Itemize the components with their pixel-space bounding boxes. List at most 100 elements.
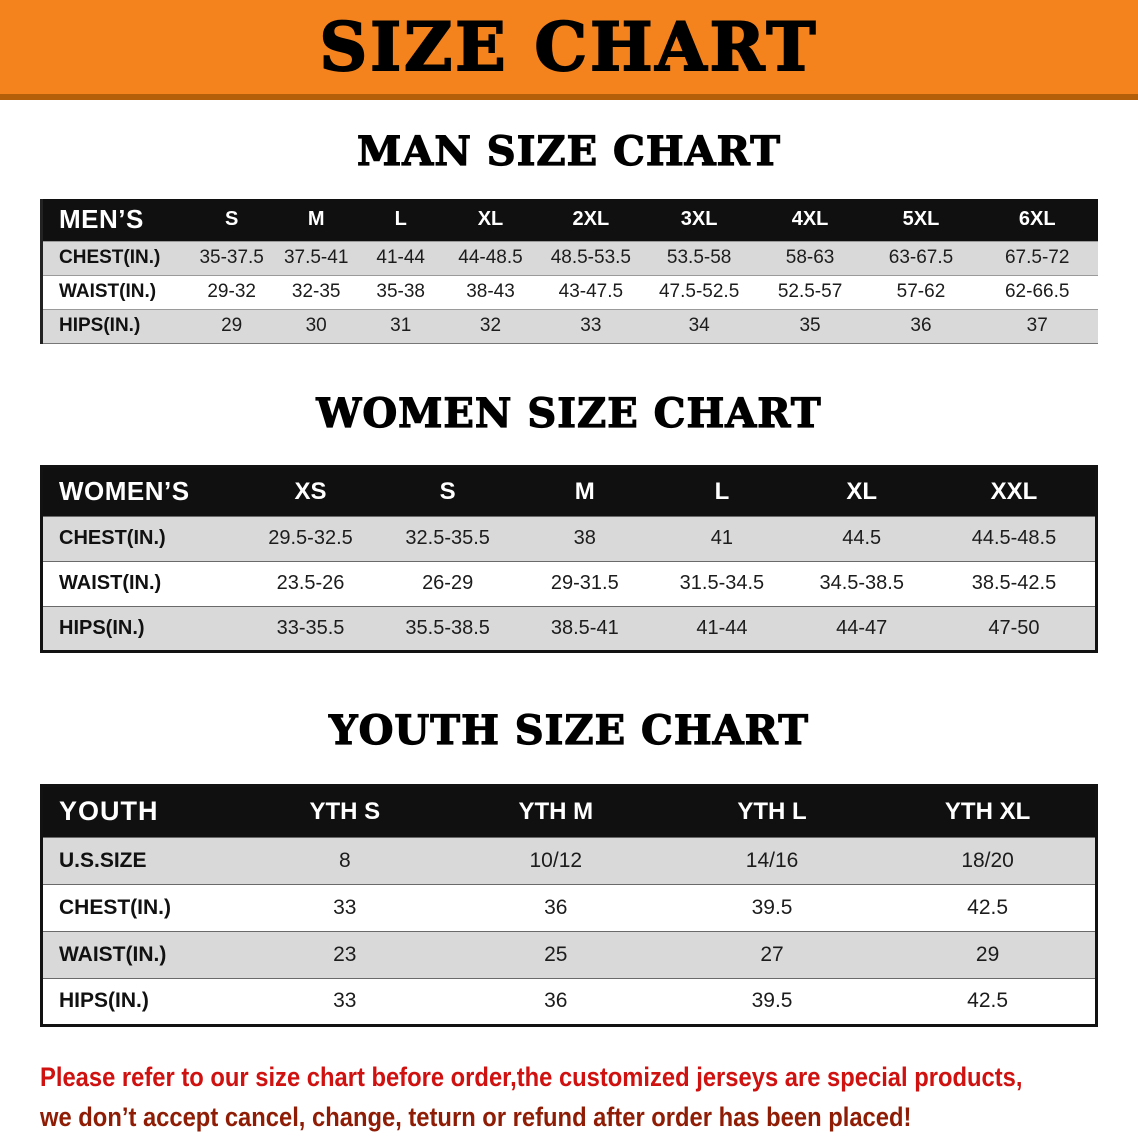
- table-cell: 32-35: [273, 274, 359, 309]
- table-cell: 29: [189, 308, 274, 343]
- table-cell: 57-62: [865, 274, 977, 309]
- row-label: U.S.SIZE: [41, 836, 242, 884]
- table-cell: 41-44: [358, 240, 443, 275]
- table-cell: 31.5-34.5: [653, 560, 791, 606]
- table-cell: 14/16: [663, 836, 881, 884]
- column-header: L: [358, 199, 443, 241]
- table-cell: 62-66.5: [976, 274, 1098, 309]
- table-cell: 42.5: [880, 883, 1097, 931]
- column-header: 2XL: [538, 199, 644, 241]
- column-header: XL: [790, 466, 933, 516]
- table-cell: 25: [447, 930, 664, 978]
- table-cell: 23.5-26: [241, 560, 380, 606]
- men-section-title: MAN SIZE CHART: [356, 127, 781, 175]
- youth-section: YOUTH SIZE CHART YOUTH YTH S YTH M YTH L…: [0, 706, 1138, 1027]
- table-cell: 34.5-38.5: [790, 560, 933, 606]
- men-chest-row: CHEST(IN.) 35-37.5 37.5-41 41-44 44-48.5…: [41, 240, 1098, 275]
- table-cell: 37.5-41: [273, 240, 359, 275]
- youth-section-title: YOUTH SIZE CHART: [328, 706, 809, 754]
- table-cell: 44-47: [790, 605, 933, 651]
- table-cell: 31: [358, 308, 443, 343]
- women-section: WOMEN SIZE CHART WOMEN’S XS S M L XL XXL…: [0, 389, 1138, 653]
- youth-size-table: YOUTH YTH S YTH M YTH L YTH XL U.S.SIZE …: [40, 783, 1098, 1027]
- column-header: M: [516, 466, 654, 516]
- table-cell: 30: [273, 308, 359, 343]
- table-cell: 32.5-35.5: [379, 515, 517, 561]
- row-label: CHEST(IN.): [41, 515, 242, 561]
- row-label: HIPS(IN.): [41, 605, 242, 651]
- table-title-cell: YOUTH: [41, 785, 242, 837]
- table-cell: 44.5: [790, 515, 933, 561]
- table-cell: 29-32: [189, 274, 274, 309]
- table-cell: 35-37.5: [189, 240, 274, 275]
- women-chest-row: CHEST(IN.) 29.5-32.5 32.5-35.5 38 41 44.…: [41, 515, 1097, 561]
- table-cell: 67.5-72: [976, 240, 1098, 275]
- table-cell: 39.5: [663, 977, 881, 1025]
- table-cell: 41: [653, 515, 791, 561]
- table-cell: 8: [241, 836, 448, 884]
- table-title-cell: MEN’S: [41, 199, 190, 241]
- table-cell: 34: [643, 308, 755, 343]
- column-header: YTH XL: [880, 785, 1097, 837]
- youth-header-row: YOUTH YTH S YTH M YTH L YTH XL: [41, 785, 1097, 837]
- table-cell: 44.5-48.5: [932, 515, 1097, 561]
- table-cell: 35-38: [358, 274, 443, 309]
- table-cell: 26-29: [379, 560, 517, 606]
- youth-waist-row: WAIST(IN.) 23 25 27 29: [41, 930, 1097, 978]
- table-title-cell: WOMEN’S: [41, 466, 242, 516]
- row-label: HIPS(IN.): [41, 308, 190, 343]
- table-cell: 33: [241, 977, 448, 1025]
- column-header: XXL: [932, 466, 1097, 516]
- table-cell: 48.5-53.5: [538, 240, 644, 275]
- men-header-row: MEN’S S M L XL 2XL 3XL 4XL 5XL 6XL: [41, 199, 1098, 241]
- disclaimer-line-2: we don’t accept cancel, change, teturn o…: [40, 1102, 912, 1132]
- table-cell: 53.5-58: [643, 240, 755, 275]
- column-header: 3XL: [643, 199, 755, 241]
- column-header: XS: [241, 466, 380, 516]
- column-header: YTH M: [447, 785, 664, 837]
- table-cell: 36: [447, 977, 664, 1025]
- table-cell: 41-44: [653, 605, 791, 651]
- table-cell: 35.5-38.5: [379, 605, 517, 651]
- table-cell: 35: [754, 308, 866, 343]
- table-cell: 33: [241, 883, 448, 931]
- table-cell: 38.5-41: [516, 605, 654, 651]
- table-cell: 36: [865, 308, 977, 343]
- youth-chest-row: CHEST(IN.) 33 36 39.5 42.5: [41, 883, 1097, 931]
- row-label: WAIST(IN.): [41, 274, 190, 309]
- table-cell: 37: [976, 308, 1098, 343]
- women-waist-row: WAIST(IN.) 23.5-26 26-29 29-31.5 31.5-34…: [41, 560, 1097, 606]
- women-section-title: WOMEN SIZE CHART: [316, 389, 822, 437]
- table-cell: 38-43: [442, 274, 539, 309]
- men-waist-row: WAIST(IN.) 29-32 32-35 35-38 38-43 43-47…: [41, 274, 1098, 309]
- table-cell: 38.5-42.5: [932, 560, 1097, 606]
- table-cell: 52.5-57: [754, 274, 866, 309]
- table-cell: 58-63: [754, 240, 866, 275]
- men-section: MAN SIZE CHART MEN’S S M L XL 2XL 3XL 4X…: [0, 127, 1138, 344]
- row-label: HIPS(IN.): [41, 977, 242, 1025]
- women-header-row: WOMEN’S XS S M L XL XXL: [41, 466, 1097, 516]
- row-label: WAIST(IN.): [41, 560, 242, 606]
- table-cell: 18/20: [880, 836, 1097, 884]
- row-label: CHEST(IN.): [41, 240, 190, 275]
- table-cell: 39.5: [663, 883, 881, 931]
- size-chart-banner: SIZE CHART: [0, 0, 1138, 100]
- row-label: CHEST(IN.): [41, 883, 242, 931]
- table-cell: 27: [663, 930, 881, 978]
- men-hips-row: HIPS(IN.) 29 30 31 32 33 34 35 36 37: [41, 308, 1098, 343]
- table-cell: 33-35.5: [241, 605, 380, 651]
- column-header: XL: [442, 199, 539, 241]
- table-cell: 10/12: [447, 836, 664, 884]
- table-cell: 44-48.5: [442, 240, 539, 275]
- table-cell: 47-50: [932, 605, 1097, 651]
- youth-hips-row: HIPS(IN.) 33 36 39.5 42.5: [41, 977, 1097, 1025]
- column-header: S: [189, 199, 274, 241]
- column-header: L: [653, 466, 791, 516]
- table-cell: 38: [516, 515, 654, 561]
- column-header: YTH L: [663, 785, 881, 837]
- table-cell: 47.5-52.5: [643, 274, 755, 309]
- disclaimer-line-1: Please refer to our size chart before or…: [40, 1061, 1023, 1092]
- column-header: M: [273, 199, 359, 241]
- table-cell: 42.5: [880, 977, 1097, 1025]
